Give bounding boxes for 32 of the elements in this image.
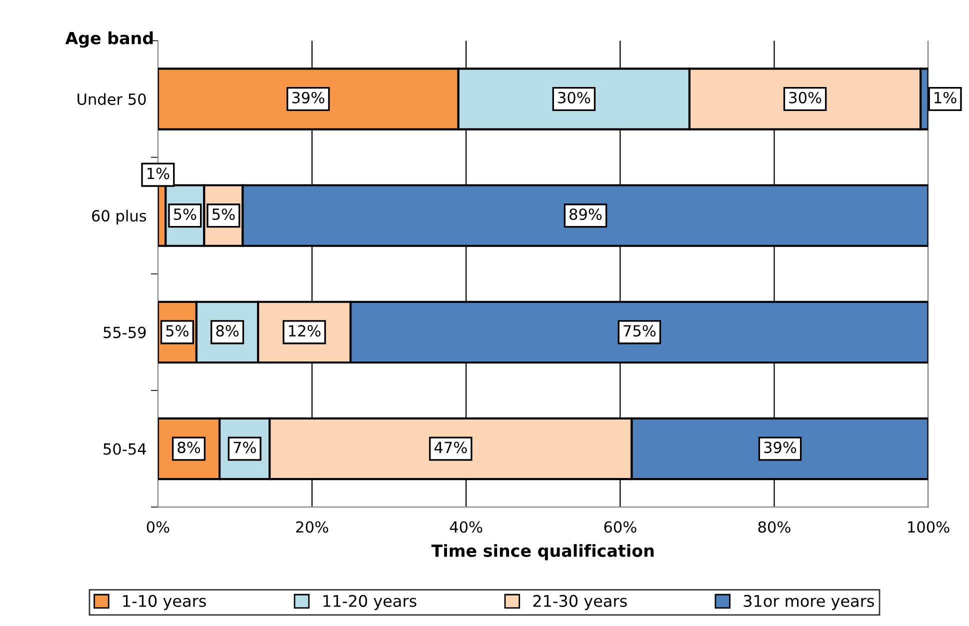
data-label: 1% xyxy=(148,168,170,180)
data-label: 5% xyxy=(166,325,188,337)
y-tick-label: 50-54 xyxy=(104,443,146,455)
data-label: 5% xyxy=(212,208,235,220)
data-label: 39% xyxy=(292,92,324,104)
data-label: 12% xyxy=(289,325,320,337)
data-label: 47% xyxy=(434,442,467,454)
y-axis-title: Age band xyxy=(65,31,153,48)
data-label: 8% xyxy=(178,442,200,454)
x-tick-label: 60% xyxy=(604,521,636,533)
y-tick-label: Under 50 xyxy=(78,93,146,106)
legend-label: 31or more years xyxy=(744,594,874,610)
y-tick-label: 60 plus xyxy=(92,210,146,225)
x-tick-label: 80% xyxy=(758,521,790,533)
data-label: 7% xyxy=(234,442,256,454)
legend-label: 11-20 years xyxy=(323,594,416,610)
data-label: 75% xyxy=(624,325,656,337)
x-tick-label: 100% xyxy=(908,521,950,533)
y-tick-label: 55-59 xyxy=(104,326,146,338)
data-label: 30% xyxy=(789,92,822,104)
data-label: 5% xyxy=(174,208,196,220)
data-label: 30% xyxy=(558,92,590,104)
legend-label: 1-10 years xyxy=(123,594,206,610)
data-label: 8% xyxy=(216,325,239,337)
data-label: 39% xyxy=(764,442,796,454)
legend-label: 21-30 years xyxy=(533,594,627,610)
x-tick-label: 0% xyxy=(146,521,170,533)
x-tick-label: 20% xyxy=(296,521,328,533)
x-axis-title: Time since qualification xyxy=(431,544,654,560)
data-label: 89% xyxy=(570,208,602,220)
data-label: 1% xyxy=(934,92,956,104)
x-tick-label: 40% xyxy=(450,521,482,533)
